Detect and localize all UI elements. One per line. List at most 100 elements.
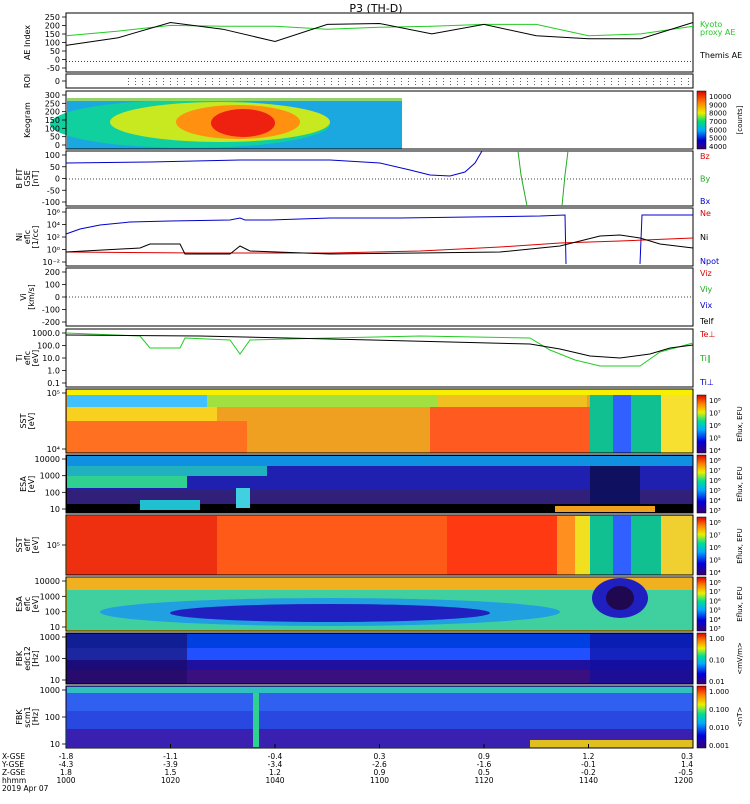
fbk-b-bottom-band: [530, 740, 693, 748]
colorbar-tick-sst_i: 10⁶: [709, 544, 721, 552]
roi-dot: [492, 78, 493, 79]
roi-dot: [268, 81, 269, 82]
roi-dot: [184, 84, 185, 85]
sst-e-low-red: [430, 407, 590, 453]
roi-dot: [618, 81, 619, 82]
keogram-top-band: [67, 98, 402, 101]
sst-i-end-yellow: [661, 516, 693, 575]
colorbar-tick-sst_e: 10⁶: [709, 422, 721, 430]
sst-e-gap-green: [590, 395, 613, 453]
fbk-b-spike: [253, 693, 259, 747]
roi-dot: [527, 78, 528, 79]
panel-roi: [66, 74, 693, 88]
roi-dot: [527, 81, 528, 82]
ylabel-keogram: Keogram: [23, 102, 32, 138]
roi-dot: [142, 78, 143, 79]
sst-e-end-yellow: [661, 395, 693, 453]
roi-dot: [583, 81, 584, 82]
roi-dot: [191, 78, 192, 79]
roi-dot: [135, 84, 136, 85]
roi-dot: [520, 81, 521, 82]
ytick-label: 100.0: [37, 342, 60, 351]
colorbar-tick-keogram: 10000: [709, 93, 731, 101]
roi-dot: [688, 84, 689, 85]
roi-dot: [534, 81, 535, 82]
roi-dot: [555, 81, 556, 82]
roi-dot: [149, 84, 150, 85]
panel-esa-i: [66, 577, 706, 631]
roi-dot: [338, 78, 339, 79]
roi-dot: [282, 81, 283, 82]
ytick-label: 1000: [40, 472, 60, 481]
panel-sst-i: [66, 515, 706, 575]
roi-dot: [660, 78, 661, 79]
esa-i-blue-region: [170, 604, 490, 622]
roi-dot: [632, 84, 633, 85]
ylabel-fbk_e: [Hz]: [31, 650, 40, 666]
roi-dot: [156, 81, 157, 82]
roi-dot: [492, 84, 493, 85]
roi-dot: [135, 78, 136, 79]
roi-dot: [254, 84, 255, 85]
ylabel-velocity: [km/s]: [27, 284, 36, 310]
ytick-label: 100: [45, 713, 60, 722]
roi-dot: [569, 81, 570, 82]
sst-e-upper-yellow: [437, 395, 587, 407]
velocity-frame: [66, 268, 693, 326]
esa-e-spike: [236, 488, 250, 508]
roi-dot: [317, 84, 318, 85]
roi-dot: [506, 81, 507, 82]
esa-e-bottom-band: [555, 506, 655, 512]
roi-dot: [646, 81, 647, 82]
roi-dot: [135, 81, 136, 82]
roi-dot: [422, 78, 423, 79]
roi-dot: [373, 78, 374, 79]
ytick-label: 10⁴: [47, 445, 60, 454]
roi-dot: [653, 78, 654, 79]
roi-dot: [352, 78, 353, 79]
ytick-label: 10: [50, 676, 60, 685]
colorbar-tick-sst_i: 10⁵: [709, 557, 721, 565]
colorbar-tick-sst_e: 10⁸: [709, 397, 721, 405]
ytick-label: 100: [45, 488, 60, 497]
ytick-label: 1000: [40, 686, 60, 695]
ytick-label: 1000: [40, 633, 60, 642]
roi-dot: [457, 81, 458, 82]
roi-dot: [548, 84, 549, 85]
ytick-label: -100: [42, 306, 60, 315]
roi-dot: [520, 84, 521, 85]
colorbar-tick-esa_i: 10⁸: [709, 579, 721, 587]
roi-dot: [226, 78, 227, 79]
ytick-label: 10: [50, 740, 60, 749]
roi-dot: [240, 81, 241, 82]
roi-dot: [436, 81, 437, 82]
roi-dot: [492, 81, 493, 82]
roi-dot: [457, 84, 458, 85]
colorbar-tick-fbk_e: 0.10: [709, 657, 725, 665]
fbk-b-band2: [67, 693, 693, 711]
roi-dot: [226, 81, 227, 82]
roi-dot: [142, 84, 143, 85]
roi-dot: [380, 84, 381, 85]
roi-dot: [170, 78, 171, 79]
roi-dot: [198, 81, 199, 82]
roi-dot: [345, 78, 346, 79]
roi-dot: [653, 81, 654, 82]
roi-dot: [667, 78, 668, 79]
roi-dot: [590, 78, 591, 79]
roi-dot: [331, 84, 332, 85]
ytick-label: 100: [45, 655, 60, 664]
ytick-label: 10⁻²: [42, 258, 60, 267]
roi-dot: [590, 84, 591, 85]
roi-dot: [555, 78, 556, 79]
roi-dot: [212, 78, 213, 79]
roi-dot: [205, 84, 206, 85]
colorbar-tick-keogram: 4000: [709, 143, 727, 151]
roi-dot: [128, 84, 129, 85]
roi-dot: [674, 78, 675, 79]
legend-velocity-3: Telf: [699, 317, 714, 326]
roi-dot: [275, 78, 276, 79]
roi-dot: [513, 81, 514, 82]
